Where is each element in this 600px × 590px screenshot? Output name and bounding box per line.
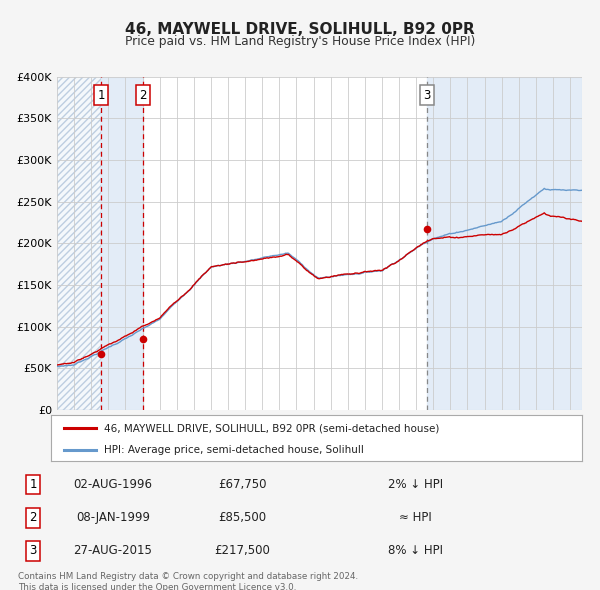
Text: Price paid vs. HM Land Registry's House Price Index (HPI): Price paid vs. HM Land Registry's House … (125, 35, 475, 48)
Text: ≈ HPI: ≈ HPI (399, 511, 431, 525)
Text: 46, MAYWELL DRIVE, SOLIHULL, B92 0PR: 46, MAYWELL DRIVE, SOLIHULL, B92 0PR (125, 22, 475, 37)
Text: 08-JAN-1999: 08-JAN-1999 (76, 511, 150, 525)
Text: 1: 1 (97, 88, 105, 101)
Text: 3: 3 (29, 544, 37, 558)
Bar (427, 77, 582, 410)
Text: 3: 3 (424, 88, 431, 101)
Text: Contains HM Land Registry data © Crown copyright and database right 2024.
This d: Contains HM Land Registry data © Crown c… (18, 572, 358, 590)
Text: 02-AUG-1996: 02-AUG-1996 (73, 478, 152, 491)
Text: 1: 1 (29, 478, 37, 491)
Text: 46, MAYWELL DRIVE, SOLIHULL, B92 0PR (semi-detached house): 46, MAYWELL DRIVE, SOLIHULL, B92 0PR (se… (104, 423, 439, 433)
Bar (101, 77, 143, 410)
Text: 2: 2 (29, 511, 37, 525)
Text: 2: 2 (139, 88, 146, 101)
Bar (57, 77, 101, 410)
Text: 27-AUG-2015: 27-AUG-2015 (73, 544, 152, 558)
Text: 8% ↓ HPI: 8% ↓ HPI (388, 544, 443, 558)
Bar (57, 77, 101, 410)
Text: £217,500: £217,500 (214, 544, 271, 558)
Text: HPI: Average price, semi-detached house, Solihull: HPI: Average price, semi-detached house,… (104, 445, 364, 455)
Text: £67,750: £67,750 (218, 478, 266, 491)
Text: £85,500: £85,500 (218, 511, 266, 525)
Text: 2% ↓ HPI: 2% ↓ HPI (388, 478, 443, 491)
